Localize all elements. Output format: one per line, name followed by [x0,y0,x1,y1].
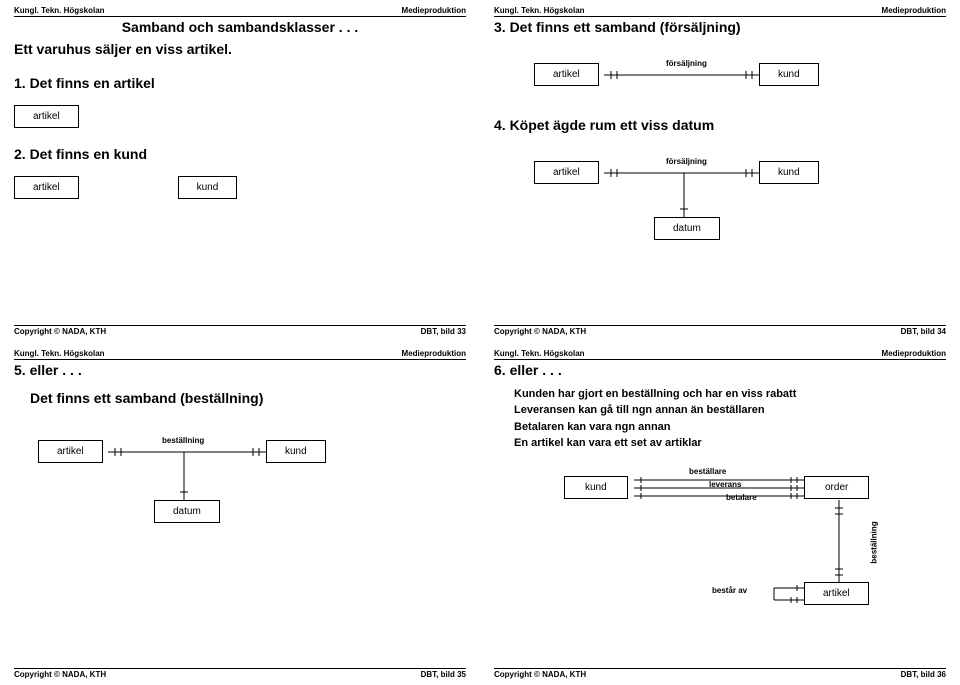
desc-l2: Leveransen kan gå till ngn annan än best… [514,402,946,419]
title-6: 6. eller . . . [494,362,946,378]
footer: Copyright © NADA, KTH DBT, bild 35 [14,668,466,679]
er-lines-5 [14,426,374,556]
subtitle: Ett varuhus säljer en viss artikel. [14,41,466,57]
header-left: Kungl. Tekn. Högskolan [14,6,105,15]
er-lines-4 [494,147,894,257]
box-row-2: artikel kund [14,176,466,199]
desc-block: Kunden har gjort en beställning och har … [514,386,946,452]
entity-kund: kund [178,176,238,199]
desc-l4: En artikel kan vara ett set av artiklar [514,435,946,452]
header: Kungl. Tekn. Högskolan Medieproduktion [494,349,946,360]
header-left: Kungl. Tekn. Högskolan [14,349,105,358]
point-2: 2. Det finns en kund [14,146,466,162]
footer: Copyright © NADA, KTH DBT, bild 33 [14,325,466,336]
header-right: Medieproduktion [402,349,466,358]
footer-left: Copyright © NADA, KTH [494,670,586,679]
header-right: Medieproduktion [882,6,946,15]
title-5: 5. eller . . . [14,362,466,378]
er-diagram-5: artikel beställning kund datum [14,426,466,556]
footer-left: Copyright © NADA, KTH [14,327,106,336]
header: Kungl. Tekn. Högskolan Medieproduktion [494,6,946,17]
footer: Copyright © NADA, KTH DBT, bild 34 [494,325,946,336]
slide-34: Kungl. Tekn. Högskolan Medieproduktion 3… [480,0,960,342]
er-diagram-4: artikel försäljning kund datum [494,147,946,257]
footer-left: Copyright © NADA, KTH [14,670,106,679]
slide-title: Samband och sambandsklasser . . . [14,19,466,35]
entity-artikel: artikel [14,105,79,128]
point-4: 4. Köpet ägde rum ett viss datum [494,117,946,133]
header-left: Kungl. Tekn. Högskolan [494,349,585,358]
slide-35: Kungl. Tekn. Högskolan Medieproduktion 5… [0,343,480,685]
subtitle-5: Det finns ett samband (beställning) [30,390,466,406]
footer-right: DBT, bild 36 [901,670,946,679]
header-right: Medieproduktion [402,6,466,15]
point-3: 3. Det finns ett samband (försäljning) [494,19,946,35]
box-artikel-1: artikel [14,105,466,128]
er-lines-6 [494,462,954,632]
header-right: Medieproduktion [882,349,946,358]
er-diagram-3: artikel försäljning kund [494,49,946,99]
footer-left: Copyright © NADA, KTH [494,327,586,336]
footer-right: DBT, bild 35 [421,670,466,679]
footer-right: DBT, bild 33 [421,327,466,336]
header: Kungl. Tekn. Högskolan Medieproduktion [14,6,466,17]
point-1: 1. Det finns en artikel [14,75,466,91]
footer-right: DBT, bild 34 [901,327,946,336]
footer: Copyright © NADA, KTH DBT, bild 36 [494,668,946,679]
entity-artikel-2: artikel [14,176,79,199]
header: Kungl. Tekn. Högskolan Medieproduktion [14,349,466,360]
desc-l1: Kunden har gjort en beställning och har … [514,386,946,403]
slide-36: Kungl. Tekn. Högskolan Medieproduktion 6… [480,343,960,685]
er-lines-3 [494,49,894,99]
slide-33: Kungl. Tekn. Högskolan Medieproduktion S… [0,0,480,342]
er-diagram-6: kund order artikel beställare leverans b… [494,462,946,632]
desc-l3: Betalaren kan vara ngn annan [514,419,946,436]
header-left: Kungl. Tekn. Högskolan [494,6,585,15]
